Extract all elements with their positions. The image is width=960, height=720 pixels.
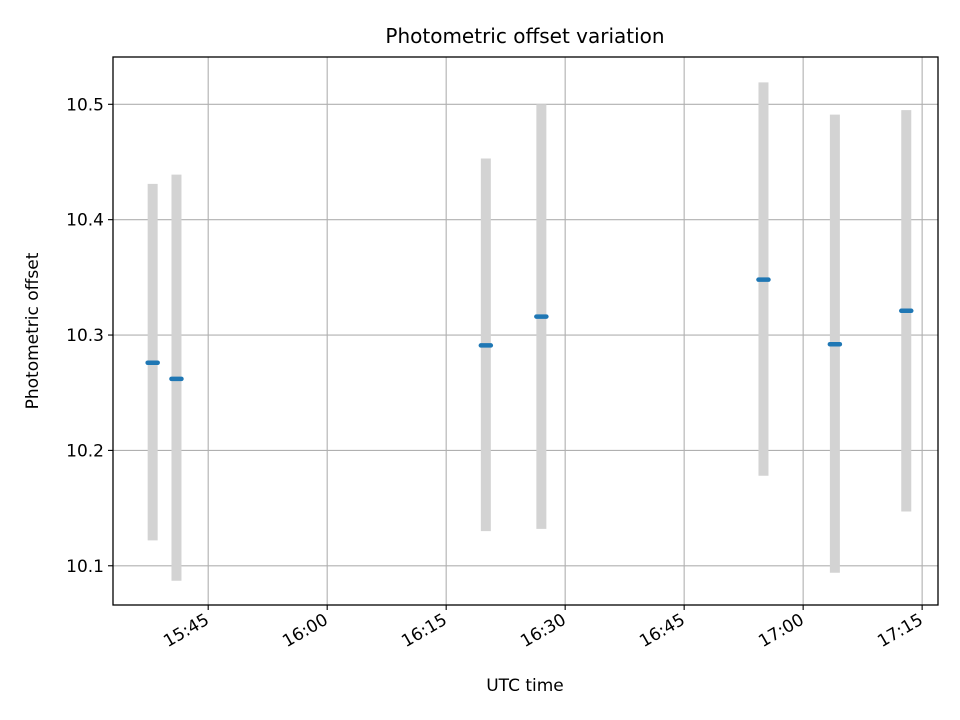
y-tick-label: 10.2 bbox=[66, 441, 104, 461]
y-tick-label: 10.4 bbox=[66, 211, 104, 231]
chart-title: Photometric offset variation bbox=[385, 24, 664, 48]
y-tick-label: 10.3 bbox=[66, 326, 104, 346]
plot-frame bbox=[112, 56, 939, 606]
markers bbox=[145, 277, 914, 382]
y-axis-ticks: 10.1 10.2 10.3 10.4 10.5 bbox=[66, 95, 113, 577]
grid bbox=[113, 57, 938, 605]
y-tick-label: 10.5 bbox=[66, 95, 104, 115]
x-axis-label: UTC time bbox=[486, 676, 564, 696]
y-tick-label: 10.1 bbox=[66, 557, 104, 577]
y-axis-label: Photometric offset bbox=[23, 252, 43, 409]
